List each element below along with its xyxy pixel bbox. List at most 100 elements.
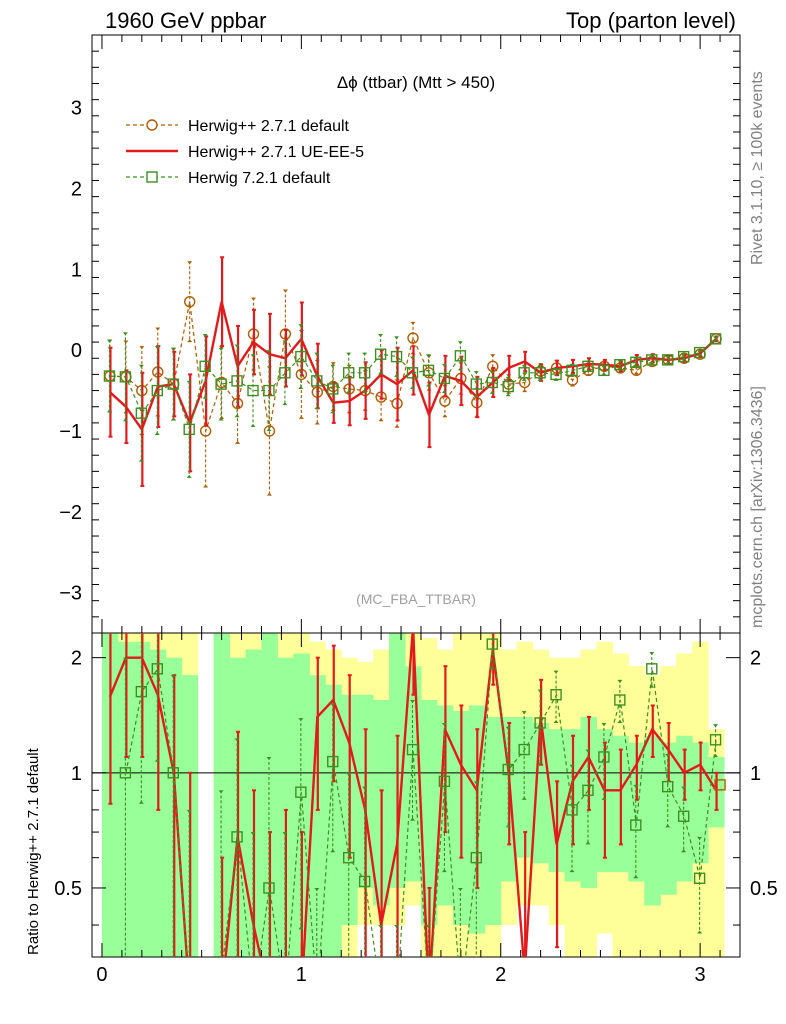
- ratio-y-tick-label: 2: [71, 648, 82, 670]
- band-inner-bin: [676, 735, 693, 882]
- ratio-marker: [582, 784, 594, 797]
- ratio-error-cap: [410, 817, 416, 821]
- ratio-marker: [343, 851, 355, 864]
- main-marker: [518, 367, 530, 379]
- header-right: Top (parton level): [566, 8, 736, 33]
- main-marker: [677, 350, 690, 363]
- main-marker: [534, 367, 546, 379]
- main-error-cap: [633, 358, 639, 362]
- ratio-marker: [295, 786, 307, 798]
- ratio-error-cap: [713, 753, 719, 757]
- main-error-cap: [154, 432, 160, 436]
- x-tick-label: 0: [96, 964, 107, 986]
- main-marker: [470, 378, 483, 390]
- ratio-marker: [662, 780, 674, 793]
- ratio-error-cap: [378, 994, 383, 997]
- main-error-cap: [473, 394, 479, 398]
- main-error-cap: [298, 385, 304, 389]
- ratio-ylabel: Ratio to Herwig++ 2.7.1 default: [25, 747, 42, 955]
- main-error-cap: [457, 341, 463, 345]
- ratio-error-cap: [266, 994, 271, 997]
- ratio-marker: [406, 743, 419, 756]
- ratio-error-cap: [298, 718, 304, 722]
- ratio-frame: [91, 632, 741, 958]
- main-error-cap: [442, 414, 448, 418]
- ratio-marker: [646, 663, 658, 675]
- main-error-cap: [489, 371, 495, 375]
- main-error-cap: [218, 417, 224, 421]
- main-error-cap: [697, 352, 703, 356]
- main-error-cap: [362, 389, 368, 393]
- ratio-error-cap: [585, 749, 591, 753]
- main-marker: [407, 332, 419, 344]
- ratio-error-cap: [505, 726, 511, 730]
- main-marker: [598, 364, 610, 377]
- main-error-cap: [697, 349, 703, 353]
- legend-label: Herwig++ 2.7.1 UE-EE-5: [188, 144, 364, 161]
- data-series: [103, 256, 726, 997]
- main-marker: [422, 364, 435, 377]
- band-inner-bin: [644, 735, 661, 906]
- main-error-cap: [617, 366, 623, 370]
- ratio-uncertainty-band: [101, 633, 725, 957]
- ratio-marker: [518, 743, 530, 756]
- main-error-cap: [170, 417, 176, 421]
- ratio-error-cap: [346, 994, 351, 997]
- ratio-error-cap: [123, 994, 128, 997]
- annotation: (MC_FBA_TTBAR): [356, 591, 476, 607]
- main-marker: [263, 384, 275, 397]
- ratio-error-cap: [441, 722, 447, 726]
- main-marker: [454, 350, 467, 362]
- ratio-y-tick-label: 1: [71, 763, 82, 785]
- ratio-error-cap: [601, 796, 607, 800]
- main-marker: [151, 384, 163, 397]
- main-error-cap: [298, 324, 304, 328]
- main-error-cap: [266, 492, 272, 496]
- main-error-cap: [251, 297, 257, 301]
- main-error-cap: [330, 364, 336, 368]
- main-error-cap: [235, 440, 241, 444]
- main-error-cap: [425, 354, 431, 358]
- main-error-cap: [346, 364, 352, 368]
- main-error-cap: [633, 371, 639, 375]
- main-marker: [358, 367, 371, 379]
- ratio-marker: [327, 755, 339, 768]
- main-marker: [486, 376, 498, 389]
- ratio-marker: [470, 851, 483, 864]
- ratio-line: [224, 633, 718, 957]
- main-error-cap: [170, 347, 176, 351]
- ratio-error-cap: [537, 689, 543, 693]
- ratio-error-cap: [346, 772, 352, 776]
- main-error-cap: [521, 377, 527, 381]
- main-marker: [550, 368, 562, 381]
- ratio-marker: [263, 882, 275, 894]
- main-error-cap: [314, 352, 320, 356]
- ratio-error-cap: [314, 994, 319, 997]
- ratio-marker: [151, 663, 163, 675]
- ratio-error-cap: [330, 703, 336, 707]
- header-left: 1960 GeV ppbar: [105, 8, 266, 33]
- ratio-error-cap: [314, 887, 320, 891]
- main-error-cap: [441, 363, 447, 367]
- y-tick-label: −3: [59, 583, 82, 605]
- band-inner-bin: [660, 742, 677, 895]
- main-marker: [502, 380, 514, 393]
- main-error-cap: [410, 321, 416, 325]
- main-error-cap: [489, 390, 495, 394]
- rivet-label: Rivet 3.1.10, ≥ 100k events: [749, 71, 766, 265]
- main-error-cap: [522, 389, 528, 393]
- main-error-cap: [505, 376, 511, 380]
- ratio-y-tick-label: 0.5: [54, 878, 82, 900]
- ratio-error-cap: [186, 809, 192, 813]
- ratio-series-ueee5: [108, 633, 719, 957]
- main-error-cap: [282, 289, 288, 293]
- ratio-error-cap: [171, 994, 176, 997]
- main-error-cap: [187, 339, 193, 343]
- main-marker: [279, 367, 291, 379]
- ratio-error-cap: [474, 994, 479, 997]
- ratio-line: [125, 667, 188, 957]
- ratio-error-cap: [330, 849, 336, 853]
- legend-marker: [146, 171, 158, 183]
- main-error-cap: [410, 385, 416, 389]
- ratio-error-cap: [665, 753, 671, 757]
